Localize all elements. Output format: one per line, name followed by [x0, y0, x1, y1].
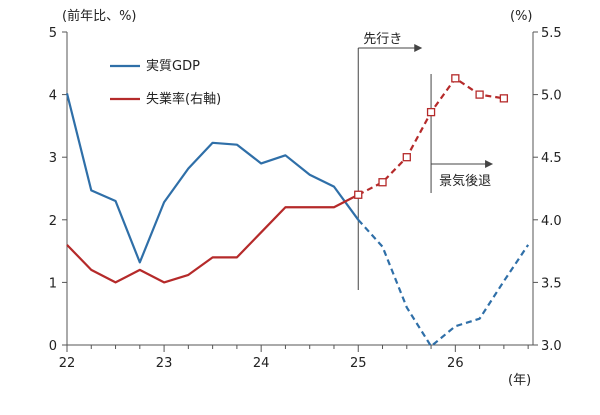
y-right-ticks: 3.0 3.5 4.0 4.5 5.0 5.5 [533, 26, 562, 354]
series-line-unemployment-actual [66, 193, 359, 284]
data-point-unemployment [451, 74, 460, 83]
recession-annotation: 景気後退 [439, 173, 491, 189]
y-right-tick-label: 4.5 [541, 151, 562, 166]
y-left-unit-label: (前年比、%) [62, 8, 137, 24]
y-left-tick-label: 5 [49, 26, 57, 41]
series-layer [65, 74, 530, 348]
y-left-ticks: 0 1 2 3 4 5 [49, 26, 67, 354]
y-right-tick-label: 5.0 [541, 89, 562, 104]
data-point-unemployment [499, 94, 509, 103]
x-tick-label: 26 [447, 356, 464, 371]
x-ticks: 22 23 24 25 26 [59, 345, 529, 371]
y-right-tick-label: 3.0 [541, 339, 562, 354]
legend-label-unemployment: 失業率(右軸) [146, 91, 221, 107]
forecast-annotation: 先行き [363, 32, 402, 47]
forecast-arrowhead [414, 44, 423, 52]
data-point-unemployment [402, 153, 411, 162]
y-left-tick-label: 0 [49, 339, 57, 354]
data-point-unemployment [378, 178, 387, 187]
legend: 実質GDP 失業率(右軸) [110, 58, 221, 107]
data-point-unemployment [475, 90, 484, 99]
y-left-tick-label: 2 [49, 214, 57, 229]
x-tick-label: 25 [350, 356, 367, 371]
y-right-unit-label: (%) [510, 9, 533, 24]
recession-arrowhead [485, 160, 494, 168]
y-right-tick-label: 4.0 [541, 214, 562, 229]
x-tick-label: 23 [156, 356, 173, 371]
y-left-tick-label: 3 [49, 151, 57, 166]
data-point-unemployment [426, 107, 436, 117]
legend-label-gdp: 実質GDP [146, 58, 200, 74]
y-right-tick-label: 5.5 [541, 26, 562, 41]
y-left-tick-label: 4 [49, 89, 57, 104]
x-unit-label: (年) [508, 373, 531, 388]
x-tick-label: 22 [59, 356, 76, 371]
series-line-gdp-forecast [357, 219, 530, 348]
x-tick-label: 24 [253, 356, 270, 371]
y-right-tick-label: 3.5 [541, 276, 562, 291]
series-line-gdp-actual [65, 93, 360, 264]
y-left-tick-label: 1 [49, 276, 57, 291]
data-point-unemployment [354, 190, 363, 199]
